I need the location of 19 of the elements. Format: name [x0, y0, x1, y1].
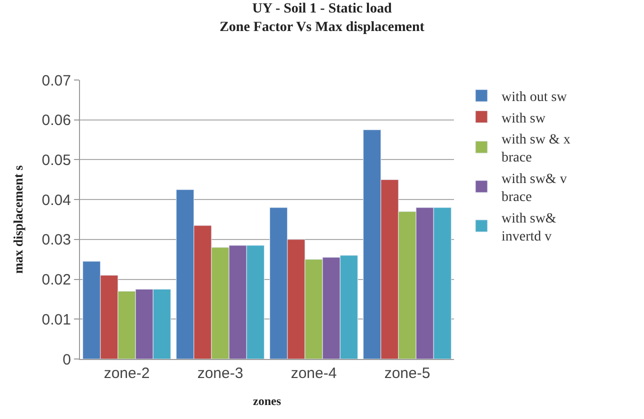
legend-label: with out sw: [501, 90, 568, 106]
y-tick-label: 0: [62, 351, 71, 368]
y-tick-label: 0.01: [42, 311, 71, 328]
x-tick-label: zone-4: [290, 365, 337, 382]
y-tick-label: 0.05: [42, 152, 71, 169]
y-tick-label: 0.06: [42, 112, 71, 130]
x-axis-title: zones: [253, 394, 282, 408]
chart-subtitle: Zone Factor Vs Max displacement: [220, 20, 425, 35]
y-tick-label: 0.02: [42, 272, 71, 289]
y-tick-label: 0.03: [42, 232, 71, 249]
legend-label: with sw: [501, 111, 546, 126]
y-axis-title: max displacement s: [10, 165, 26, 274]
x-tick-label: zone-3: [197, 365, 244, 382]
y-tick-label: 0.07: [42, 72, 71, 90]
chart-title: UY - Soil 1 - Static load: [252, 2, 392, 17]
x-tick-label: zone-2: [104, 365, 150, 382]
legend-label: with sw& invertd v: [501, 211, 556, 244]
x-tick-label: zone-5: [384, 365, 430, 382]
y-tick-label: 0.04: [42, 192, 71, 209]
